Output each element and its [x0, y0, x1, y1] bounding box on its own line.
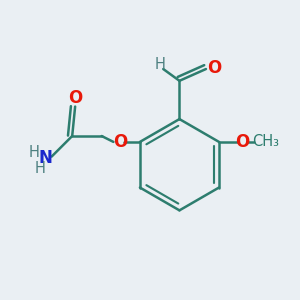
Text: H: H [154, 57, 165, 72]
Text: O: O [69, 89, 83, 107]
Text: N: N [38, 149, 52, 167]
Text: H: H [28, 145, 39, 160]
Text: CH₃: CH₃ [252, 134, 279, 149]
Text: O: O [236, 133, 250, 151]
Text: O: O [113, 133, 127, 151]
Text: H: H [35, 161, 46, 176]
Text: O: O [207, 58, 221, 76]
